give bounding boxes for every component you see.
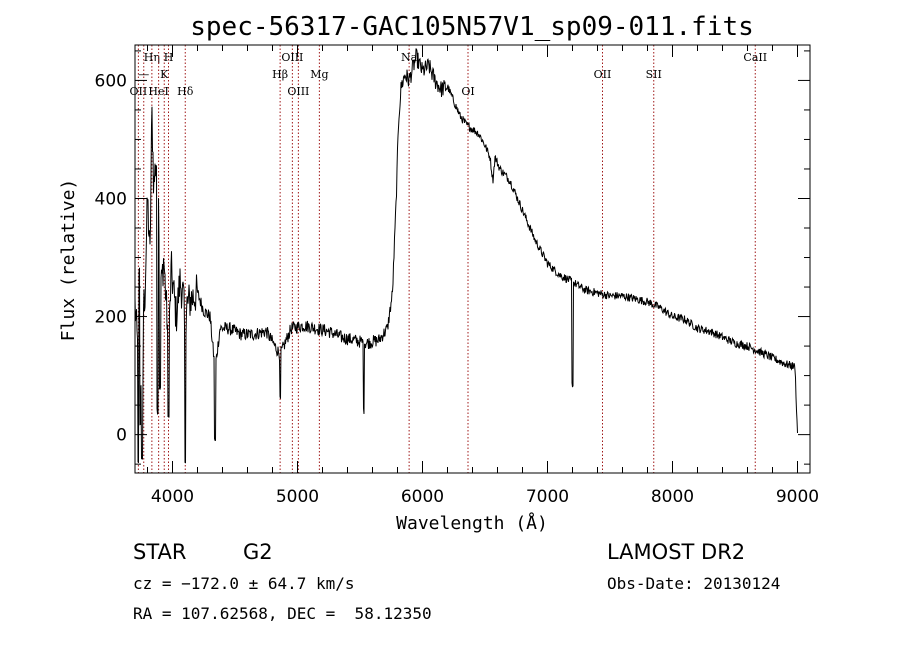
line-marker-label: OI (461, 85, 474, 98)
line-marker-label: Hβ (272, 68, 288, 81)
y-tick-label: 200 (95, 308, 127, 328)
line-marker-label: OII (130, 85, 148, 98)
x-tick-label: 4000 (151, 487, 194, 507)
x-tick-label: 5000 (276, 487, 319, 507)
spectrum-line (134, 48, 798, 464)
obs-date: Obs-Date: 20130124 (607, 574, 781, 593)
line-marker-label: OIII (287, 85, 309, 98)
coordinates-readout: RA = 107.62568, DEC = 58.12350 (133, 604, 432, 623)
line-marker-label: Hδ (177, 85, 194, 98)
x-tick-label: 8000 (651, 487, 694, 507)
redshift-readout: cz = −172.0 ± 64.7 km/s (133, 574, 355, 593)
chart-title: spec-56317-GAC105N57V1_sp09-011.fits (190, 12, 754, 42)
x-tick-label: 7000 (526, 487, 569, 507)
line-marker-label: OIII (281, 51, 303, 64)
spectrum-group (134, 48, 798, 464)
line-marker-label: K (160, 68, 169, 81)
line-marker-label: Hη (144, 51, 160, 64)
y-tick-label: 0 (116, 426, 127, 446)
plot-frame (134, 44, 811, 474)
x-tick-label: 9000 (776, 487, 819, 507)
survey-name: LAMOST DR2 (607, 540, 746, 564)
axes: 4000 5000 6000 7000 8000 9000 0 200 400 600 (95, 45, 819, 507)
object-class: STAR (133, 540, 187, 564)
line-marker-label: CaII (743, 51, 767, 64)
x-axis-label: Wavelength (Å) (396, 512, 548, 534)
object-subclass: G2 (243, 540, 273, 564)
y-tick-label: 400 (95, 189, 127, 209)
y-tick-label: 600 (95, 71, 127, 91)
line-marker-label: Mg (310, 68, 328, 81)
x-tick-label: 6000 (401, 487, 444, 507)
y-axis-label: Flux (relative) (58, 179, 79, 342)
line-marker-label: — (138, 68, 149, 81)
line-marker-label: H (164, 51, 174, 64)
line-marker-label: OII (594, 68, 612, 81)
line-marker-label: HeI (148, 85, 168, 98)
line-marker-label: SII (646, 68, 662, 81)
